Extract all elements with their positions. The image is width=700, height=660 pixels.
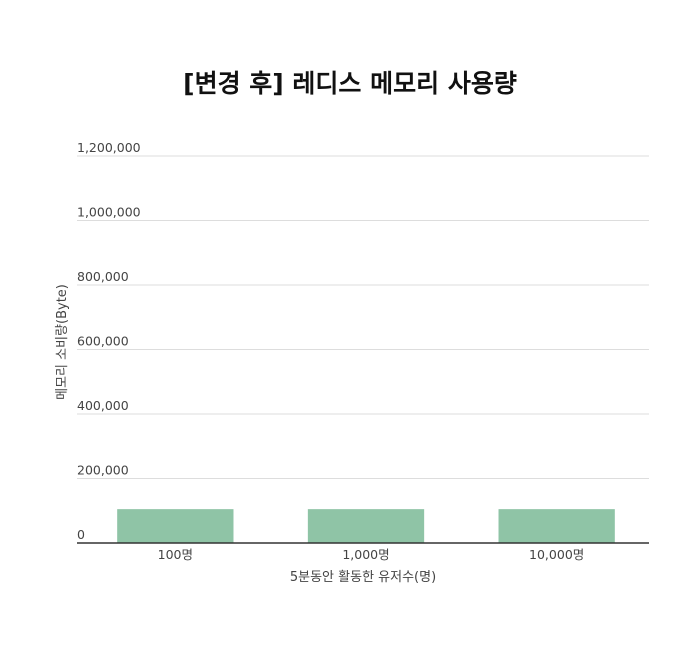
y-tick-label: 600,000 <box>77 334 129 349</box>
x-tick-label: 10,000명 <box>529 547 584 562</box>
y-tick-label: 200,000 <box>77 463 129 478</box>
y-tick-label: 400,000 <box>77 398 129 413</box>
y-tick-labels: 0 200,000 400,000 600,000 800,000 1,000,000 1,… <box>77 140 141 542</box>
bars <box>117 509 615 543</box>
y-tick-label: 1,000,000 <box>77 205 141 220</box>
y-axis-title: 메모리 소비량(Byte) <box>55 284 70 400</box>
x-tick-labels: 100명 1,000명 10,000명 <box>158 547 585 562</box>
x-tick-label: 1,000명 <box>342 547 389 562</box>
y-tick-label: 0 <box>77 527 85 542</box>
bar <box>498 509 615 543</box>
x-tick-label: 100명 <box>158 547 193 562</box>
y-tick-label: 800,000 <box>77 269 129 284</box>
x-axis-title: 5분동안 활동한 유저수(명) <box>290 570 436 585</box>
chart-title: [변경 후] 레디스 메모리 사용량 <box>183 69 517 98</box>
y-tick-label: 1,200,000 <box>77 140 141 155</box>
gridlines <box>77 155 649 479</box>
bar <box>307 509 425 543</box>
bar <box>117 509 234 543</box>
